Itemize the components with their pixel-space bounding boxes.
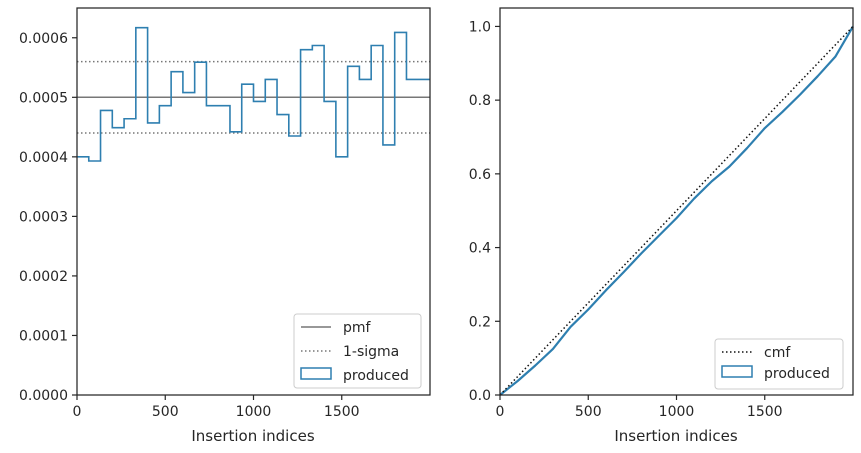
legend-cmf-label: cmf	[764, 345, 791, 361]
legend-produced-swatch-right	[721, 365, 753, 378]
y-tick-label: 0.2	[469, 314, 491, 330]
y-tick-label: 0.0005	[19, 90, 68, 106]
left-legend-box	[293, 313, 422, 389]
legend-sigma-label: 1-sigma	[343, 344, 399, 360]
left-x-ticks: 0 500 1000 1500	[73, 395, 360, 420]
x-tick-label: 0	[73, 404, 82, 420]
produced-step-line	[77, 26, 430, 162]
cmf-line	[499, 25, 854, 396]
left-y-ticks: 0.0000 0.0001 0.0002 0.0003 0.0004 0.0005 0.00…	[19, 31, 77, 404]
right-y-ticks: 0.0 0.2 0.4 0.6 0.8 1.0	[469, 19, 500, 404]
x-tick-label: 1500	[324, 404, 360, 420]
right-x-axis-label: Insertion indices	[614, 427, 737, 445]
y-tick-label: 1.0	[469, 19, 491, 35]
x-tick-label: 500	[152, 404, 179, 420]
produced-cumulative-line	[499, 25, 854, 396]
legend-produced-label: produced	[343, 368, 409, 384]
right-chart: 0.0 0.2 0.4 0.6 0.8 1.0 0 500 1000 1500 Insertio…	[469, 7, 854, 445]
y-tick-label: 0.0001	[19, 328, 68, 344]
right-series	[499, 25, 854, 396]
x-tick-label: 1000	[659, 404, 695, 420]
left-produced-series	[77, 26, 430, 162]
right-axes-frame	[499, 7, 854, 396]
y-tick-label: 0.0003	[19, 209, 68, 225]
x-tick-label: 0	[496, 404, 505, 420]
y-tick-label: 0.8	[469, 93, 491, 109]
legend-produced-label-right: produced	[764, 366, 830, 382]
legend-pmf-label: pmf	[343, 320, 372, 336]
left-chart: 0.0000 0.0001 0.0002 0.0003 0.0004 0.0005 0.00…	[19, 7, 431, 445]
y-tick-label: 0.0002	[19, 269, 68, 285]
y-tick-label: 0.4	[469, 241, 491, 257]
x-tick-label: 1000	[236, 404, 272, 420]
right-x-ticks: 0 500 1000 1500	[496, 395, 783, 420]
y-tick-label: 0.0004	[19, 150, 68, 166]
x-tick-label: 1500	[747, 404, 783, 420]
legend-produced-swatch	[300, 367, 332, 380]
y-tick-label: 0.6	[469, 167, 491, 183]
left-legend: pmf 1-sigma produced	[293, 313, 422, 389]
y-tick-label: 0.0000	[19, 388, 68, 404]
right-legend: cmf produced	[714, 338, 844, 390]
y-tick-label: 0.0	[469, 388, 491, 404]
x-tick-label: 500	[575, 404, 602, 420]
left-x-axis-label: Insertion indices	[191, 427, 314, 445]
y-tick-label: 0.0006	[19, 31, 68, 47]
